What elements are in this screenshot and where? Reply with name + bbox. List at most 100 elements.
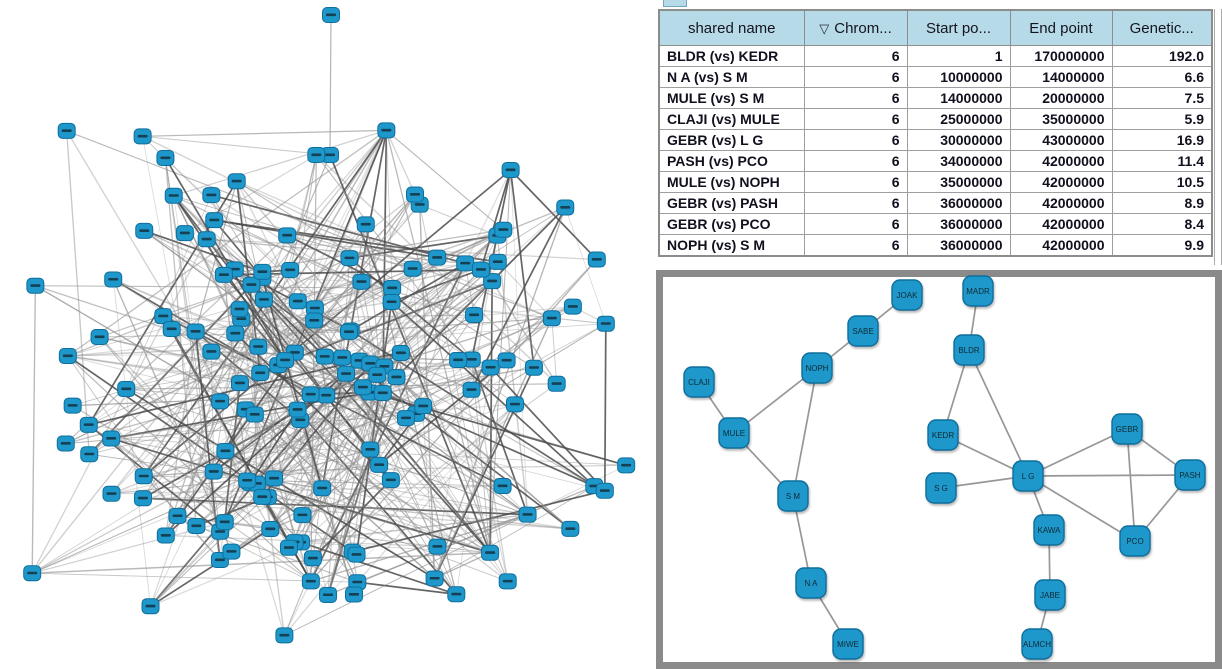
cell-shared-name[interactable]: N A (vs) S M — [658, 66, 805, 88]
network-edge[interactable] — [173, 129, 387, 197]
network-edge[interactable] — [211, 194, 466, 265]
network-edge[interactable] — [31, 285, 37, 574]
node-shape[interactable] — [1033, 514, 1065, 546]
network-edge[interactable] — [32, 417, 407, 574]
network-node[interactable] — [154, 308, 173, 325]
network-edge[interactable] — [312, 479, 392, 559]
network-node[interactable] — [391, 344, 410, 361]
network-edge[interactable] — [254, 414, 312, 582]
network-node[interactable] — [333, 349, 352, 366]
network-edge[interactable] — [144, 230, 343, 358]
network-edge[interactable] — [67, 355, 605, 492]
network-edge[interactable] — [126, 388, 391, 481]
network-node[interactable] — [542, 310, 561, 327]
main-network-view[interactable] — [0, 0, 656, 669]
network-edge[interactable] — [210, 351, 215, 472]
network-edge[interactable] — [348, 257, 473, 361]
network-node[interactable] — [254, 291, 273, 308]
network-node[interactable] — [524, 359, 543, 376]
network-node[interactable] — [156, 527, 175, 544]
node-shape[interactable] — [832, 628, 864, 660]
network-node-noph[interactable]: NOPH — [801, 352, 833, 384]
network-node[interactable] — [186, 323, 205, 340]
network-edge[interactable] — [65, 234, 288, 445]
network-edge[interactable] — [286, 234, 393, 289]
network-node[interactable] — [210, 552, 229, 569]
node-shape[interactable] — [927, 419, 959, 451]
cell-shared-name[interactable]: BLDR (vs) KEDR — [658, 45, 805, 67]
network-edge[interactable] — [250, 284, 258, 484]
network-edge[interactable] — [150, 547, 290, 607]
cell-end-point[interactable]: 20000000 — [1009, 87, 1113, 109]
network-node[interactable] — [303, 550, 322, 567]
network-edge[interactable] — [225, 409, 298, 452]
network-edge[interactable] — [314, 307, 438, 547]
node-shape[interactable] — [925, 472, 957, 504]
network-edge[interactable] — [269, 360, 360, 530]
network-edge-LG-GEBR[interactable] — [1027, 428, 1128, 477]
network-node[interactable] — [134, 468, 153, 485]
network-edge[interactable] — [314, 194, 416, 309]
node-shape[interactable] — [847, 315, 879, 347]
node-shape[interactable] — [683, 366, 715, 398]
network-edge[interactable] — [112, 278, 312, 396]
network-edge[interactable] — [480, 169, 512, 270]
cell-start-point[interactable]: 10000000 — [906, 66, 1011, 88]
network-node[interactable] — [265, 470, 284, 487]
cell-chromosome[interactable]: 6 — [803, 171, 908, 193]
network-node[interactable] — [352, 273, 371, 290]
network-node[interactable] — [382, 293, 401, 310]
network-node[interactable] — [301, 573, 320, 590]
node-shape[interactable] — [1021, 628, 1053, 660]
cell-start-point[interactable]: 36000000 — [906, 213, 1011, 235]
network-edge[interactable] — [126, 357, 343, 390]
network-edge[interactable] — [231, 306, 574, 552]
network-edge[interactable] — [99, 336, 261, 374]
network-edge[interactable] — [110, 438, 226, 523]
network-node[interactable] — [377, 122, 396, 139]
filtered-network-canvas[interactable]: JOAK MADR SABE BLDR NOPH CLAJI KEDR MULE GEBR L G… — [656, 270, 1222, 669]
network-edge[interactable] — [258, 323, 606, 348]
network-node[interactable] — [281, 262, 300, 279]
network-node[interactable] — [449, 352, 468, 369]
network-edge[interactable] — [345, 261, 499, 375]
network-node-sabe[interactable]: SABE — [847, 315, 879, 347]
network-node[interactable] — [373, 385, 392, 402]
network-node[interactable] — [288, 401, 307, 418]
network-edge[interactable] — [171, 328, 290, 549]
network-edge[interactable] — [214, 219, 438, 259]
cell-start-point[interactable]: 34000000 — [906, 150, 1011, 172]
network-node[interactable] — [275, 627, 294, 644]
table-row[interactable]: BLDR (vs) KEDR 6 1 170000000 192.0 — [658, 45, 1213, 67]
network-edge[interactable] — [261, 130, 387, 273]
network-edge[interactable] — [369, 391, 627, 467]
network-node[interactable] — [406, 186, 425, 203]
node-shape[interactable] — [1012, 460, 1044, 492]
network-node[interactable] — [471, 261, 490, 278]
cell-end-point[interactable]: 42000000 — [1009, 213, 1113, 235]
network-edge[interactable] — [142, 136, 221, 561]
cell-genetic[interactable]: 11.4 — [1111, 150, 1213, 172]
network-edge[interactable] — [348, 317, 552, 333]
network-node[interactable] — [226, 325, 245, 342]
cell-genetic[interactable]: 6.6 — [1111, 66, 1213, 88]
network-edge[interactable] — [496, 235, 529, 515]
network-edge[interactable] — [225, 356, 325, 452]
cell-start-point[interactable]: 36000000 — [906, 192, 1011, 214]
network-edge[interactable] — [470, 207, 567, 391]
network-node[interactable] — [133, 128, 152, 145]
network-edge[interactable] — [99, 331, 350, 338]
network-edge[interactable] — [509, 169, 535, 368]
network-node[interactable] — [205, 212, 224, 229]
column-header-chromosome[interactable]: ▽ Chrom... — [803, 9, 908, 46]
network-node[interactable] — [556, 199, 575, 216]
network-edge[interactable] — [314, 307, 491, 554]
network-edge[interactable] — [111, 485, 503, 495]
network-node-pash[interactable]: PASH — [1174, 459, 1206, 491]
cell-shared-name[interactable]: MULE (vs) S M — [658, 87, 805, 109]
network-node[interactable] — [56, 435, 75, 452]
node-shape[interactable] — [953, 334, 985, 366]
network-node[interactable] — [322, 7, 340, 23]
network-node[interactable] — [242, 276, 261, 293]
network-node[interactable] — [253, 263, 272, 280]
